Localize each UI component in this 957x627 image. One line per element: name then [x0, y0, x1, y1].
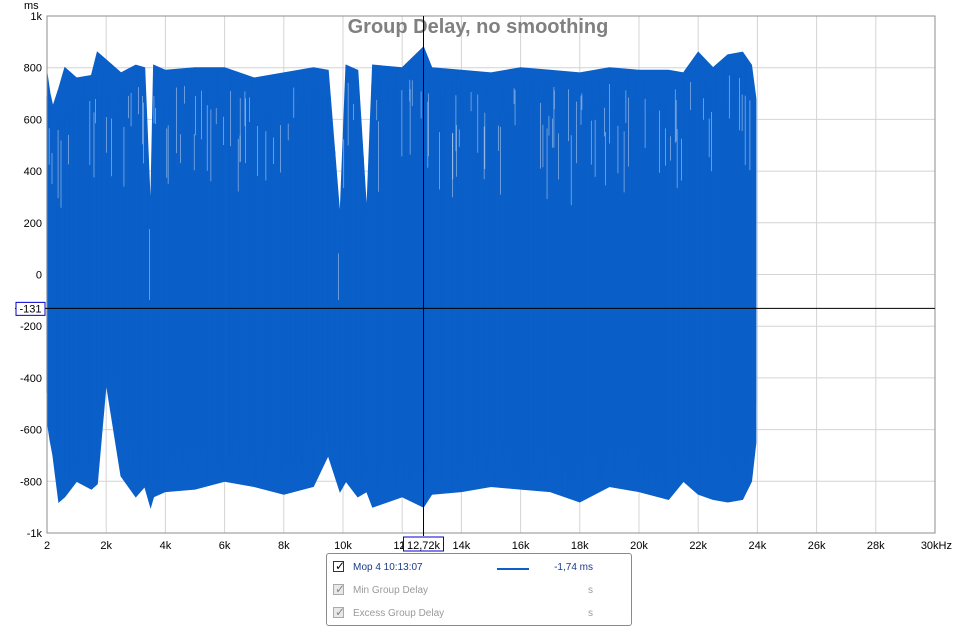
- y-tick-label: 1k: [30, 11, 42, 23]
- legend-checkbox-min-group-delay[interactable]: ✓: [333, 582, 346, 596]
- x-tick-label: 14k: [453, 540, 471, 552]
- y-tick-label: 400: [24, 166, 42, 178]
- x-axis: 2 2k 4k 6k 8k 10k 12k 14k 16k 18k 20k 22k 24k 26k 28k 3…: [44, 540, 952, 552]
- legend-item-label: Мор 4 10:13:07: [353, 562, 423, 573]
- legend-checkbox-measurement[interactable]: ✓: [333, 559, 346, 573]
- y-tick-label: -1k: [27, 528, 43, 540]
- y-axis: 1k 800 600 400 200 0 -200 -400 -600 -800 -1k: [20, 11, 43, 540]
- legend-line-swatch: [497, 568, 529, 570]
- y-tick-label: -600: [20, 425, 42, 437]
- cursor[interactable]: -131 1 12,72k: [15, 16, 935, 552]
- legend-item-label: Min Group Delay: [353, 585, 429, 596]
- checkmark-icon: ✓: [335, 582, 346, 596]
- x-tick-label: 26k: [808, 540, 826, 552]
- legend-item-label: Excess Group Delay: [353, 608, 445, 619]
- y-tick-label: 200: [24, 218, 42, 230]
- x-tick-label: 28k: [867, 540, 885, 552]
- legend-panel: ✓ Мор 4 10:13:07 -1,74 ms ✓ Min Group De…: [326, 553, 632, 626]
- legend-item-value: s: [588, 608, 593, 619]
- x-tick-label: 30kHz: [921, 540, 952, 552]
- y-tick-label: -200: [20, 321, 42, 333]
- y-tick-label: 800: [24, 63, 42, 75]
- checkmark-icon: ✓: [335, 559, 346, 573]
- cursor-y-readout-box: [15, 301, 46, 316]
- series-group-delay-spikes: [46, 56, 757, 502]
- cursor-x-readout: 12,72k: [407, 540, 441, 552]
- x-tick-label: 8k: [278, 540, 290, 552]
- y-tick-label: 600: [24, 114, 42, 126]
- x-tick-label: 6k: [219, 540, 231, 552]
- x-tick-label: 16k: [512, 540, 530, 552]
- x-tick-label: 4k: [160, 540, 172, 552]
- plot-frame: [46, 15, 936, 534]
- x-tick-label: 10k: [334, 540, 352, 552]
- legend-checkbox-excess-group-delay[interactable]: ✓: [333, 605, 346, 619]
- legend-item-min-group-delay[interactable]: ✓ Min Group Delay s: [333, 582, 625, 600]
- y-tick-label: -400: [20, 373, 42, 385]
- y-tick-label: 0: [36, 270, 42, 282]
- legend-item-value: -1,74 ms: [554, 562, 593, 573]
- x-tick-label: 24k: [749, 540, 767, 552]
- y-tick-label: -800: [20, 476, 42, 488]
- cursor-x-readout-box: [403, 536, 445, 552]
- x-tick-label: 18k: [571, 540, 589, 552]
- x-tick-label: 2k: [100, 540, 112, 552]
- legend-item-measurement[interactable]: ✓ Мор 4 10:13:07 -1,74 ms: [333, 559, 625, 577]
- x-tick-label: 22k: [689, 540, 707, 552]
- y-axis-unit: ms: [24, 0, 39, 12]
- cursor-y-readout: -131: [19, 303, 41, 315]
- legend-item-excess-group-delay[interactable]: ✓ Excess Group Delay s: [333, 605, 625, 623]
- checkmark-icon: ✓: [335, 605, 346, 619]
- series-gaps: [48, 75, 751, 301]
- cursor-x-readout-prefix: 1: [399, 540, 405, 552]
- data-layer: [46, 46, 757, 509]
- legend-item-value: s: [588, 585, 593, 596]
- x-tick-label: 2: [44, 540, 50, 552]
- x-tick-label: 20k: [630, 540, 648, 552]
- chart-title: Group Delay, no smoothing: [348, 16, 609, 38]
